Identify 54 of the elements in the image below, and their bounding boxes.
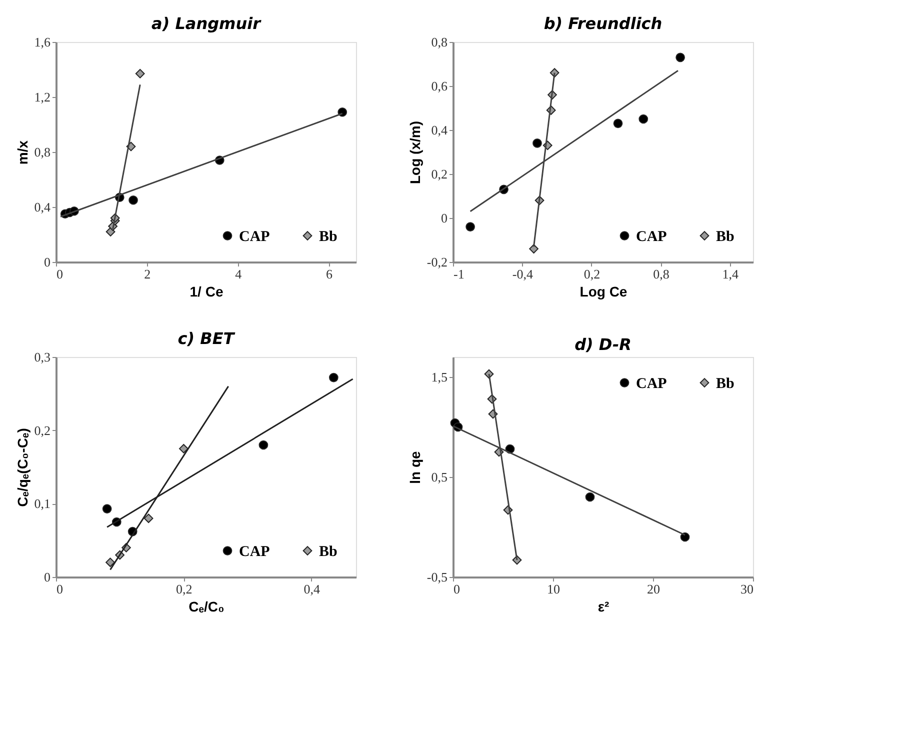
legend-label: Bb (319, 228, 338, 245)
y-tick-label: 0,8 (431, 34, 448, 50)
y-tick-label: -0,5 (426, 570, 448, 584)
legend-label: Bb (716, 376, 734, 392)
y-axis-title: Log (x/m) (406, 121, 423, 184)
y-tick-label: 0 (44, 254, 50, 270)
y-tick-label: 0,1 (34, 496, 50, 512)
x-tick-label: 0,2 (176, 582, 192, 596)
y-tick-label: 0,4 (431, 122, 448, 138)
x-tick-label: 4 (235, 266, 242, 282)
chart-title: a) Langmuir (152, 14, 262, 33)
x-axis-title: 1/ Ce (190, 284, 224, 300)
x-tick-label: 1,4 (722, 266, 740, 282)
legend-label: CAP (636, 376, 667, 392)
x-tick-label: 0,8 (653, 266, 670, 282)
y-tick-label: 1,6 (34, 34, 51, 50)
x-tick-label: 0,4 (304, 582, 320, 596)
chart-title: d) D-R (574, 335, 632, 354)
y-tick-label: 0,2 (431, 166, 448, 182)
x-axis-title: Log Ce (580, 284, 628, 300)
x-tick-label: 0,2 (584, 266, 600, 282)
x-tick-label: -1 (454, 266, 464, 282)
y-tick-label: 0 (441, 210, 448, 226)
x-tick-label: 6 (326, 266, 333, 282)
x-tick-label: 0 (56, 266, 63, 282)
x-axis-title: ε² (598, 598, 610, 614)
y-axis-title: m/x (14, 140, 30, 165)
y-tick-label: 0 (44, 570, 50, 584)
legend-label: Bb (716, 228, 734, 245)
legend-label: CAP (239, 544, 270, 560)
x-axis-title: Cₑ/C₀ (188, 598, 224, 614)
y-tick-label: -0,2 (426, 254, 448, 270)
y-tick-label: 1,2 (34, 90, 50, 104)
legend-label: Bb (319, 544, 338, 560)
x-tick-label: 30 (740, 582, 754, 596)
y-tick-label: 0,3 (34, 350, 50, 364)
legend-label: CAP (636, 228, 667, 245)
x-tick-label: 10 (547, 582, 560, 596)
y-axis-title: ln qe (406, 450, 423, 484)
legend-label: CAP (239, 228, 270, 245)
y-tick-label: 1,5 (431, 370, 448, 384)
x-tick-label: 0 (454, 582, 460, 596)
chart-title: b) Freundlich (544, 14, 662, 33)
x-tick-label: 0 (56, 582, 63, 596)
y-tick-label: 0,6 (431, 78, 448, 94)
x-tick-label: 2 (144, 266, 151, 282)
y-tick-label: 0,4 (34, 200, 51, 214)
x-tick-label: 20 (647, 582, 660, 596)
chart-title: c) BET (178, 329, 236, 348)
y-tick-label: 0,5 (431, 470, 448, 484)
y-tick-label: 0,2 (34, 422, 50, 438)
y-axis-title: Cₑ/qₑ(C₀-Cₑ) (14, 428, 30, 507)
x-tick-label: -0,4 (512, 266, 534, 282)
y-tick-label: 0,8 (34, 144, 50, 160)
